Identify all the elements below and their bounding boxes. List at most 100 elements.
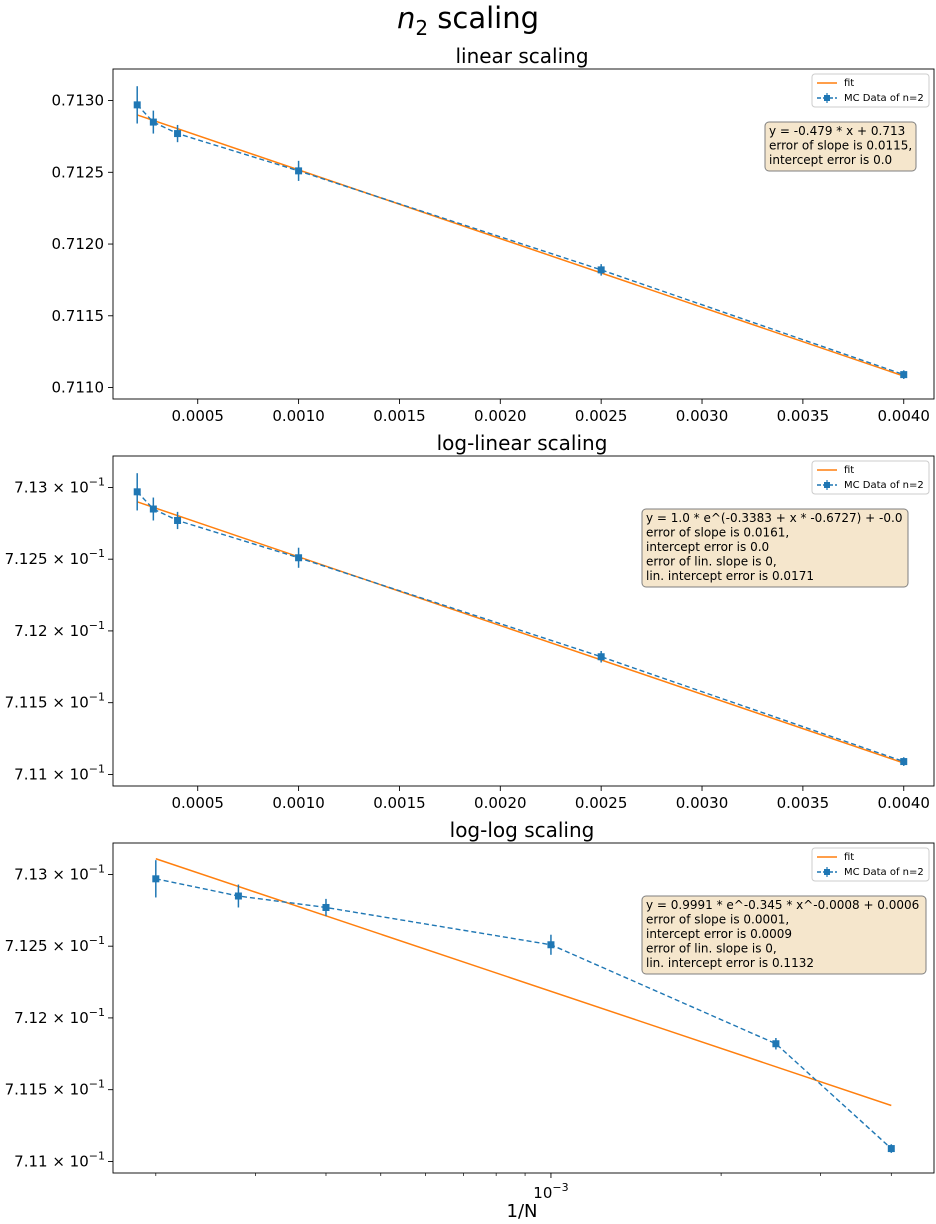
y-tick-label: 7.125 × 10−1 xyxy=(5,547,105,568)
x-tick-label: 0.0015 xyxy=(373,407,426,425)
y-tick-label-mantissa: 7.115 xyxy=(5,694,48,712)
annotation-line: y = 0.9991 * e^-0.345 * x^-0.0008 + 0.00… xyxy=(646,898,919,912)
y-tick-label-times: × 10 xyxy=(48,1153,89,1171)
y-tick-label: 7.12 × 10−1 xyxy=(14,619,105,640)
y-tick-label: 0.7115 xyxy=(52,307,105,325)
y-tick-label: 7.115 × 10−1 xyxy=(5,1078,105,1099)
y-tick-label: 7.11 × 10−1 xyxy=(14,1150,105,1171)
legend-data-label: MC Data of n=2 xyxy=(844,867,924,878)
legend-frame xyxy=(811,73,930,108)
y-tick-label-exponent: −1 xyxy=(89,934,105,947)
x-tick-label: 0.0005 xyxy=(171,794,224,812)
x-tick-label: 0.0020 xyxy=(474,407,527,425)
data-point xyxy=(547,941,555,949)
data-point xyxy=(133,101,141,109)
annotation-frame xyxy=(641,508,909,588)
data-point xyxy=(597,653,605,661)
legend-fit-label: fit xyxy=(844,852,854,863)
annotation-line: intercept error is 0.0009 xyxy=(646,927,792,941)
legend-frame xyxy=(811,460,930,495)
x-tick-label: 0.0030 xyxy=(676,794,729,812)
data-point xyxy=(149,505,157,513)
data-point xyxy=(174,130,182,138)
y-tick-label-mantissa: 7.12 xyxy=(14,1009,47,1027)
panel-log-linear: log-linear scaling 0.0005 0.0010 0.0015 0.0… xyxy=(5,431,935,812)
y-tick-label-times: × 10 xyxy=(48,622,89,640)
fit-line xyxy=(136,501,904,764)
y-tick-label-exponent: −1 xyxy=(89,619,105,632)
y-tick-label-mantissa: 7.13 xyxy=(14,479,47,497)
x-tick-label: 0.0005 xyxy=(171,407,224,425)
y-tick-label-exponent: −1 xyxy=(89,1006,105,1019)
data-point xyxy=(772,1040,780,1048)
x-tick-label: 0.0015 xyxy=(373,794,426,812)
legend-fit-label: fit xyxy=(844,78,854,89)
legend: fit MC Data of n=2 xyxy=(811,73,930,108)
x-tick-label: 0.0035 xyxy=(777,407,830,425)
y-tick-label-mantissa: 7.13 xyxy=(14,866,47,884)
data-point xyxy=(887,1145,895,1153)
x-axis-label: 1/N xyxy=(507,1201,538,1222)
y-tick-label-times: × 10 xyxy=(48,1081,89,1099)
data-line xyxy=(155,878,892,1150)
data-point xyxy=(174,516,182,524)
y-tick-label-exponent: −1 xyxy=(89,763,105,776)
y-tick-label: 7.13 × 10−1 xyxy=(14,476,105,497)
figure-title-rest: scaling xyxy=(428,1,539,35)
y-tick-label: 0.7110 xyxy=(52,379,105,397)
y-tick-label-exponent: −1 xyxy=(89,1078,105,1091)
x-tick-label: 0.0040 xyxy=(877,794,930,812)
legend: fit MC Data of n=2 xyxy=(811,847,930,882)
y-tick-label: 7.13 × 10−1 xyxy=(14,863,105,884)
annotation-line: error of slope is 0.0001, xyxy=(646,913,789,927)
legend-data-label: MC Data of n=2 xyxy=(844,93,924,104)
data-point xyxy=(133,488,141,496)
data-point xyxy=(900,371,908,379)
x-tick-label: 0.0030 xyxy=(676,407,729,425)
x-tick-label-exponent: −3 xyxy=(552,1181,568,1194)
annotation-line: intercept error is 0.0 xyxy=(646,540,769,554)
y-tick-label-times: × 10 xyxy=(48,937,89,955)
panel-title: linear scaling xyxy=(455,44,588,68)
figure-title-n: n xyxy=(397,1,415,35)
plot-area: 0.0005 0.0010 0.0015 0.0020 0.0025 0.0030 0.00… xyxy=(5,455,935,812)
y-tick-label-times: × 10 xyxy=(48,766,89,784)
y-tick-label: 7.115 × 10−1 xyxy=(5,691,105,712)
x-tick-label: 0.0035 xyxy=(777,794,830,812)
data-point xyxy=(295,554,303,562)
panel-linear: linear scaling 0.0005 0.0010 0.0015 0.0020 0… xyxy=(52,44,935,425)
y-tick-label-exponent: −1 xyxy=(89,691,105,704)
y-tick-label: 7.12 × 10−1 xyxy=(14,1006,105,1027)
fit-annotation-box: y = 1.0 * e^(-0.3383 + x * -0.6727) + -0… xyxy=(641,508,909,588)
legend: fit MC Data of n=2 xyxy=(811,460,930,495)
x-tick-label: 10−3 xyxy=(533,1181,568,1202)
y-tick-label-times: × 10 xyxy=(48,1009,89,1027)
y-tick-label-mantissa: 7.12 xyxy=(14,622,47,640)
annotation-line: y = 1.0 * e^(-0.3383 + x * -0.6727) + -0… xyxy=(646,511,902,525)
y-tick-label: 0.7125 xyxy=(52,163,105,181)
y-tick-label-exponent: −1 xyxy=(89,1150,105,1163)
panel-title: log-linear scaling xyxy=(437,431,608,455)
x-tick-label: 0.0020 xyxy=(474,794,527,812)
fit-annotation-box: y = 0.9991 * e^-0.345 * x^-0.0008 + 0.00… xyxy=(641,895,927,975)
x-tick-label: 0.0025 xyxy=(575,794,628,812)
axes-frame xyxy=(112,455,935,787)
panel-title: log-log scaling xyxy=(450,818,595,842)
data-point xyxy=(322,903,330,911)
y-tick-label-times: × 10 xyxy=(48,550,89,568)
data-point xyxy=(597,266,605,274)
x-tick-label: 0.0040 xyxy=(877,407,930,425)
annotation-line: error of lin. slope is 0, xyxy=(646,555,777,569)
annotation-frame xyxy=(764,121,917,172)
data-point xyxy=(900,758,908,766)
y-tick-label-times: × 10 xyxy=(48,694,89,712)
y-tick-label-mantissa: 7.11 xyxy=(14,766,47,784)
legend-frame xyxy=(811,847,930,882)
y-tick-label: 7.11 × 10−1 xyxy=(14,763,105,784)
y-tick-label-times: × 10 xyxy=(48,866,89,884)
plot-area: 0.0005 0.0010 0.0015 0.0020 0.0025 0.0030 0.00… xyxy=(52,68,935,425)
legend-fit-label: fit xyxy=(844,465,854,476)
annotation-line: lin. intercept error is 0.1132 xyxy=(646,956,814,970)
